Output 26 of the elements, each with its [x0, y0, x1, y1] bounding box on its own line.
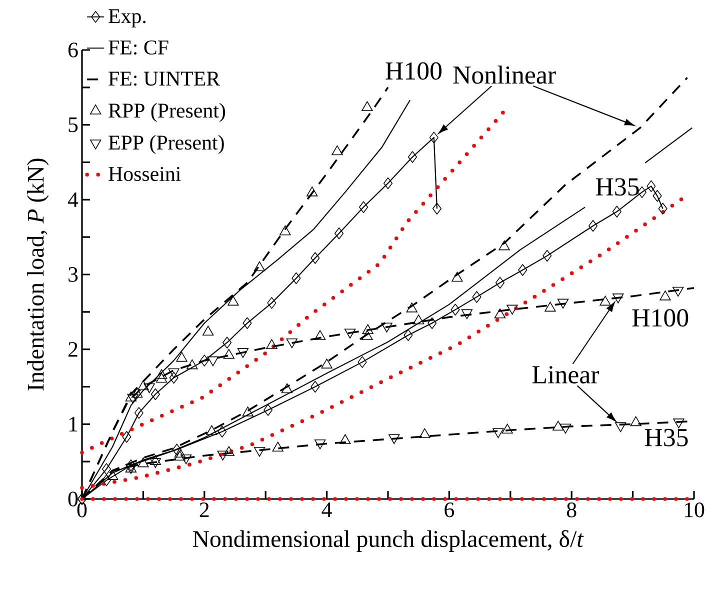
y-axis-title: Indentation load, P (kN) — [26, 158, 49, 390]
x-tick-label: 10 — [684, 502, 704, 518]
legend-label: EPP (Present) — [108, 134, 224, 154]
x-tick-label: 2 — [200, 502, 209, 518]
y-tick-label: 3 — [68, 267, 78, 282]
y-tick-label: 1 — [69, 416, 78, 432]
y-tick-label: 4 — [68, 192, 78, 207]
legend-label: FE: UINTER — [108, 72, 220, 86]
x-tick-label: 8 — [566, 502, 576, 518]
x-tick-label: 6 — [444, 502, 454, 518]
x-axis-title: Nondimensional punch displacement, δ/t — [192, 530, 584, 552]
y-tick-label: 0 — [68, 492, 78, 506]
annotation: Nonlinear — [453, 66, 556, 84]
legend-label: Hosseini — [108, 166, 181, 182]
legend-label: FE: CF — [108, 40, 168, 55]
annotation: H35 — [596, 178, 639, 196]
legend-label: Exp. — [108, 9, 146, 28]
annotation: H100 — [386, 62, 442, 80]
annotation: H100 — [632, 309, 688, 327]
x-tick-label: 4 — [322, 502, 332, 517]
annotation: H35 — [644, 428, 688, 446]
y-tick-label: 5 — [68, 118, 78, 132]
y-tick-label: 6 — [68, 42, 78, 58]
legend-label: RPP (Present) — [108, 102, 226, 122]
annotation: Linear — [532, 366, 600, 384]
y-tick-label: 2 — [68, 342, 78, 357]
